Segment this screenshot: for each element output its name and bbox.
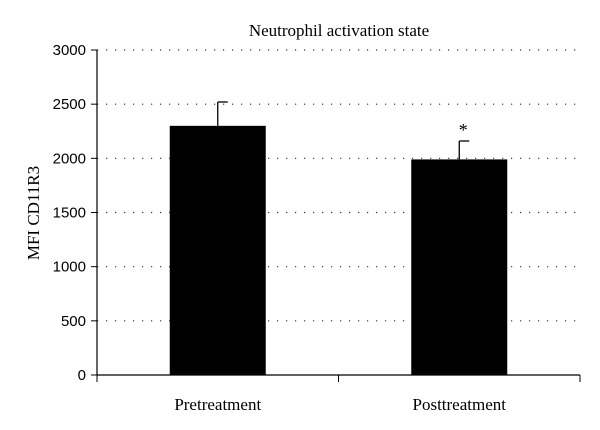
bar-posttreatment xyxy=(411,159,508,375)
chart-title: Neutrophil activation state xyxy=(249,21,429,40)
bars xyxy=(169,101,508,375)
y-tick-label: 2000 xyxy=(53,150,86,167)
y-axis-label: MFI CD11R3 xyxy=(24,166,43,260)
axes xyxy=(91,49,581,382)
y-tick-label: 1500 xyxy=(53,205,86,222)
y-tick-label: 500 xyxy=(61,313,86,330)
tick-labels: 0 500 1000 1500 2000 2500 3000 Pretreatment * Pos… xyxy=(53,42,507,414)
x-tick-label: Pretreatment xyxy=(174,395,261,414)
y-tick-label: 3000 xyxy=(53,42,86,59)
bar-pretreatment xyxy=(169,125,266,375)
y-tick-label: 0 xyxy=(78,367,86,384)
significance-marker: * xyxy=(459,120,468,140)
x-tick-label: Posttreatment xyxy=(413,395,507,414)
y-tick-label: 2500 xyxy=(53,96,86,113)
gridlines xyxy=(97,49,580,322)
y-tick-label: 1000 xyxy=(53,259,86,276)
